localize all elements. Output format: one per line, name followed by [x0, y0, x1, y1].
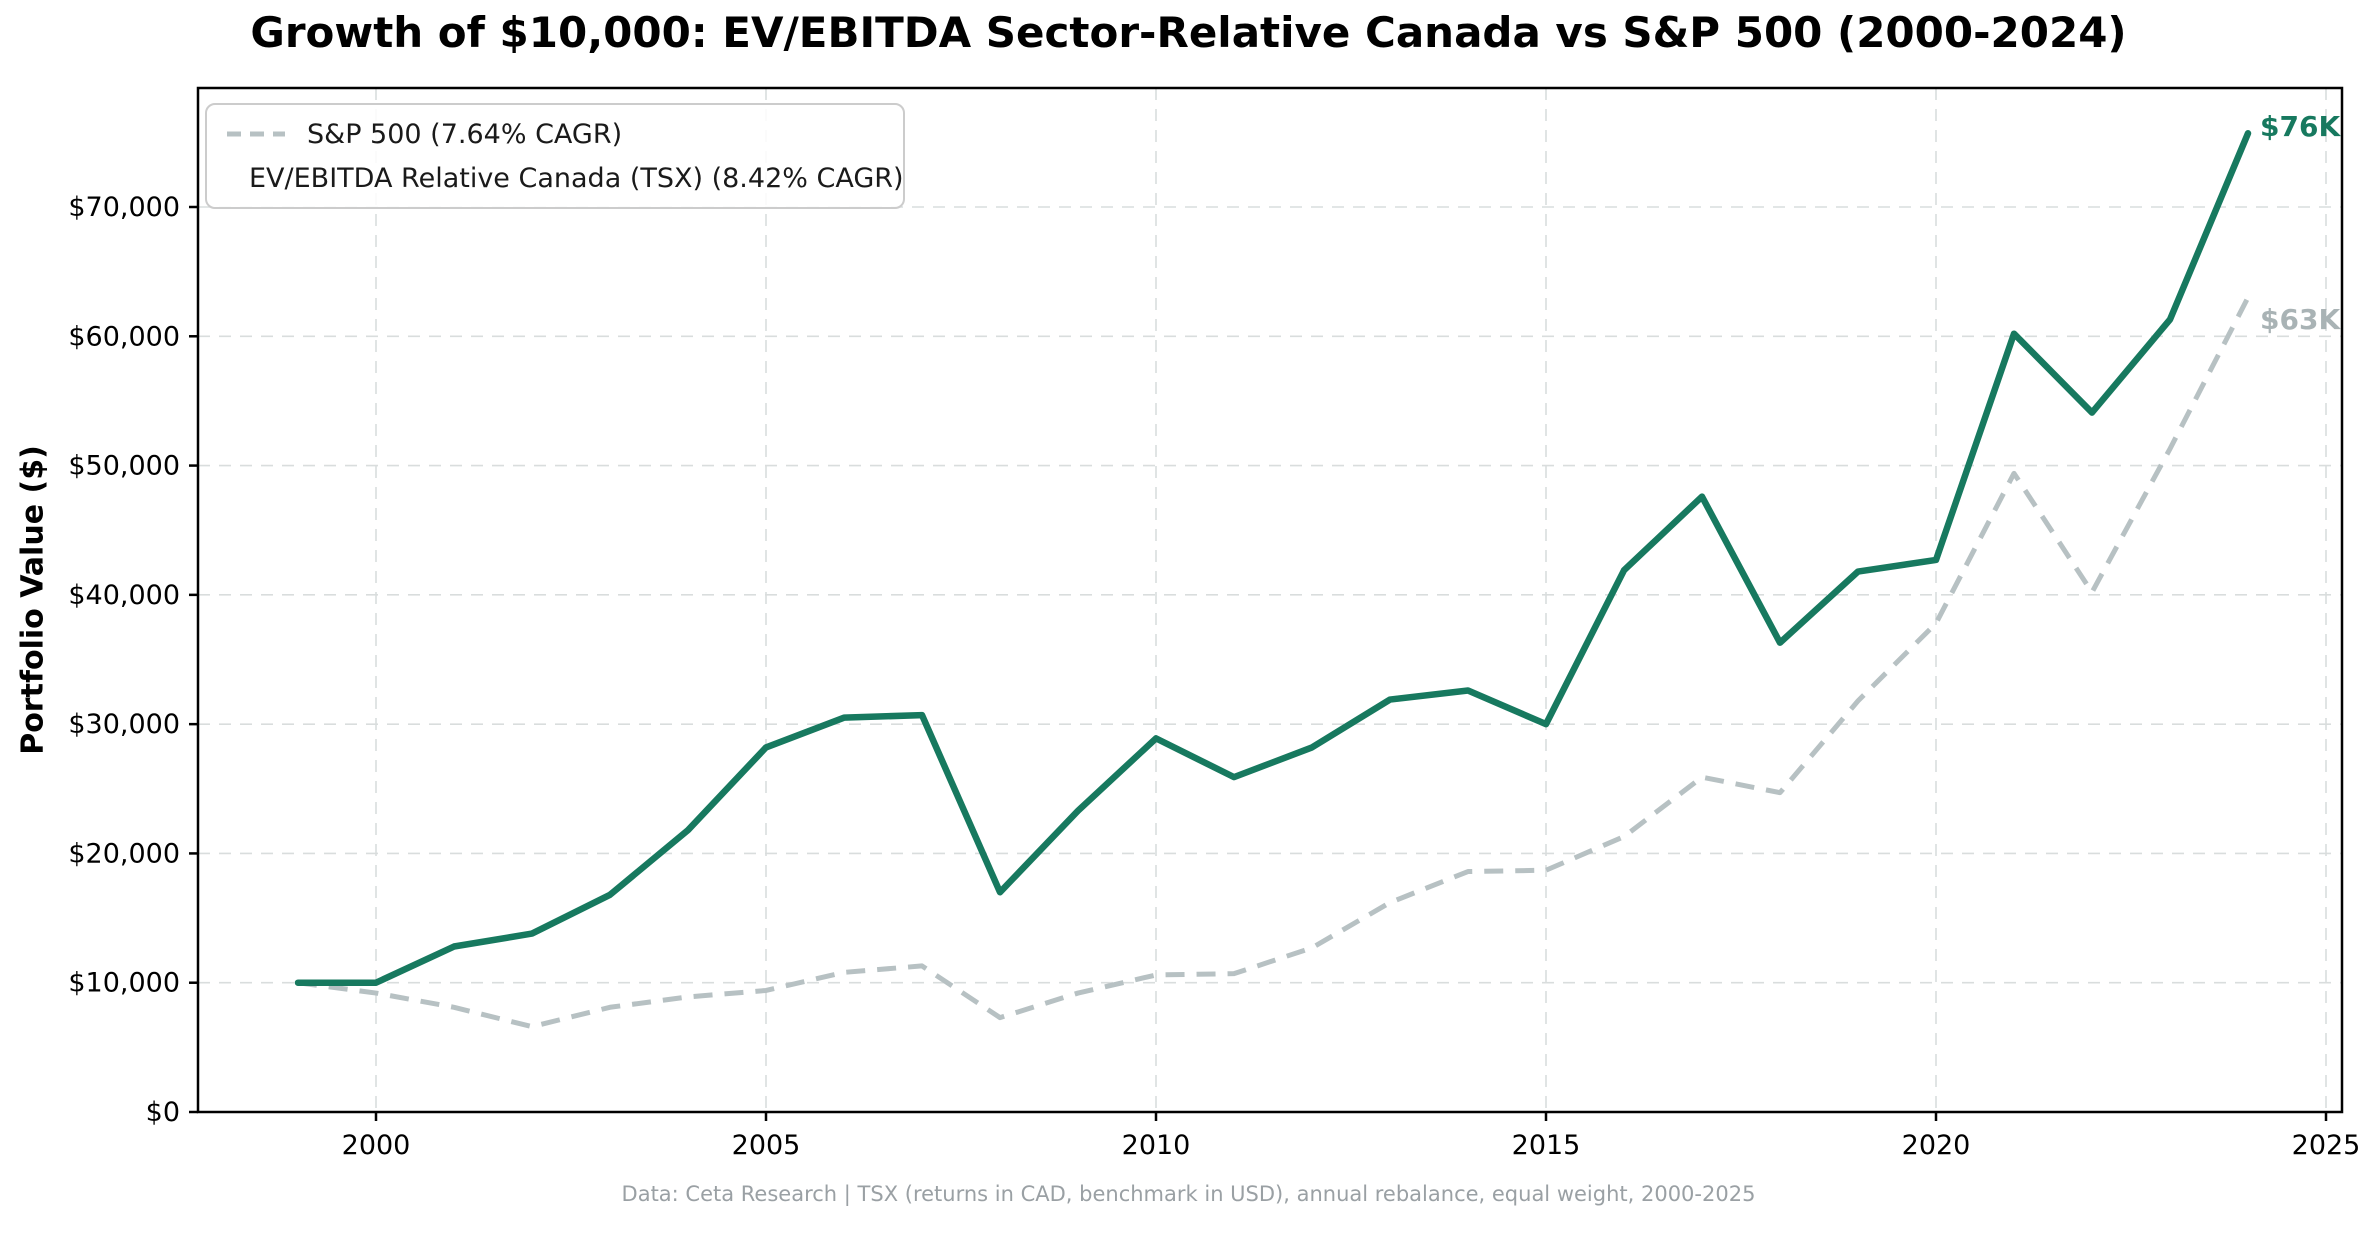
- legend-label-sp500: S&P 500 (7.64% CAGR): [307, 118, 623, 150]
- y-tick-label: $30,000: [68, 709, 180, 740]
- y-tick-label: $10,000: [68, 968, 180, 999]
- sp500-legend-line-icon: [227, 131, 285, 137]
- sp500-end-value-label: $63K: [2260, 303, 2341, 336]
- footer-caption: Data: Ceta Research | TSX (returns in CA…: [621, 1182, 1756, 1206]
- legend: S&P 500 (7.64% CAGR) EV/EBITDA Relative …: [205, 103, 905, 209]
- chart-title: Growth of $10,000: EV/EBITDA Sector-Rela…: [250, 8, 2127, 57]
- legend-item-sp500: S&P 500 (7.64% CAGR): [227, 115, 883, 153]
- legend-item-ev-ebitda: EV/EBITDA Relative Canada (TSX) (8.42% C…: [227, 159, 904, 197]
- plot-border: [196, 86, 2344, 1114]
- sp500-line: [297, 296, 2251, 1030]
- y-tick-label: $50,000: [68, 451, 180, 482]
- y-tick-label: $40,000: [68, 580, 180, 611]
- legend-label-ev-ebitda: EV/EBITDA Relative Canada (TSX) (8.42% C…: [249, 162, 904, 194]
- ev-end-value-label: $76K: [2260, 110, 2341, 143]
- y-tick-label: $60,000: [68, 321, 180, 352]
- y-tick-label: $0: [146, 1097, 180, 1128]
- x-tick-label: 2000: [342, 1130, 411, 1161]
- y-tick-label: $70,000: [68, 192, 180, 223]
- x-tick-label: 2015: [1512, 1130, 1581, 1161]
- x-tick-label: 2020: [1902, 1130, 1971, 1161]
- x-tick-label: 2010: [1122, 1130, 1191, 1161]
- x-tick-label: 2025: [2292, 1130, 2361, 1161]
- y-tick-label: $20,000: [68, 838, 180, 869]
- ev-ebitda-line: [294, 130, 2252, 986]
- x-tick-label: 2005: [732, 1130, 801, 1161]
